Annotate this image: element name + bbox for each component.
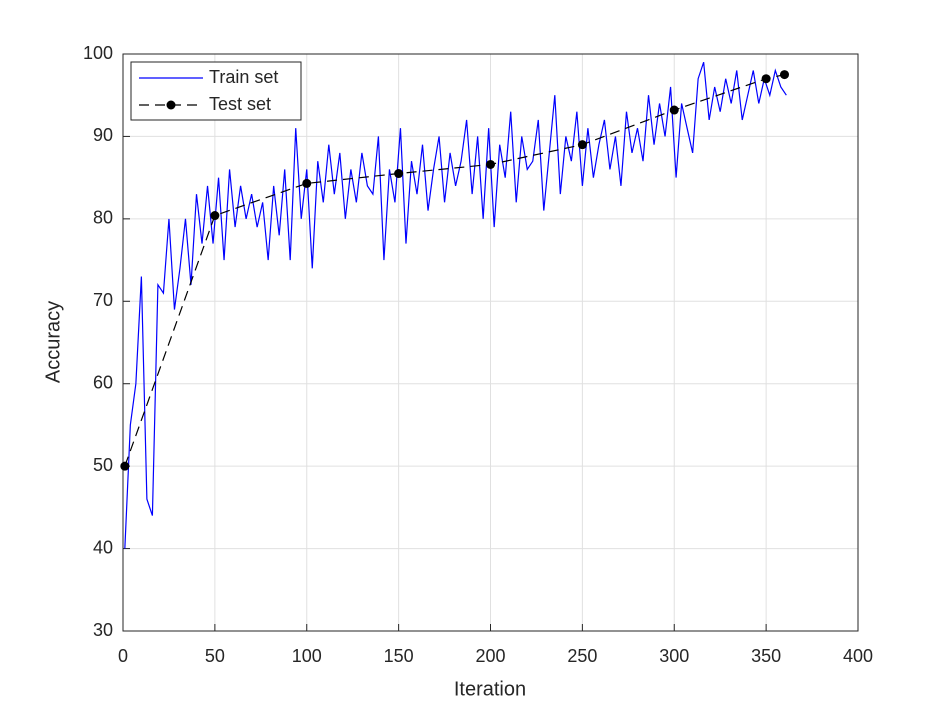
y-tick-label: 70 [93,290,113,310]
y-tick-label: 40 [93,537,113,557]
plot-frame [122,53,859,632]
legend-box [130,61,302,121]
x-tick-label: 0 [118,646,128,666]
marker [302,178,312,188]
series-line [124,62,787,549]
x-tick-label: 350 [751,646,781,666]
y-tick-label: 80 [93,208,113,228]
y-tick-label: 100 [83,43,113,63]
y-tick-label: 50 [93,455,113,475]
x-axis-label: Iteration [454,678,526,700]
marker [486,159,495,169]
x-tick-label: 400 [843,646,873,666]
x-tick-label: 50 [205,646,225,666]
y-tick-label: 60 [93,372,113,392]
marker [210,211,220,221]
marker [577,140,587,150]
marker [780,70,789,80]
y-axis-label: Accuracy [42,301,64,383]
x-tick-label: 250 [567,646,597,666]
x-tick-label: 300 [659,646,689,666]
legend-marker [166,100,176,110]
x-tick-label: 150 [384,646,414,666]
marker [669,105,679,115]
y-tick-label: 30 [93,620,113,640]
x-tick-label: 200 [475,646,505,666]
marker [120,461,130,471]
legend-label: Train set [209,67,278,87]
y-tick-label: 90 [93,125,113,145]
x-tick-label: 100 [292,646,322,666]
marker [394,169,404,179]
legend-label: Test set [209,94,271,114]
marker [761,74,771,84]
